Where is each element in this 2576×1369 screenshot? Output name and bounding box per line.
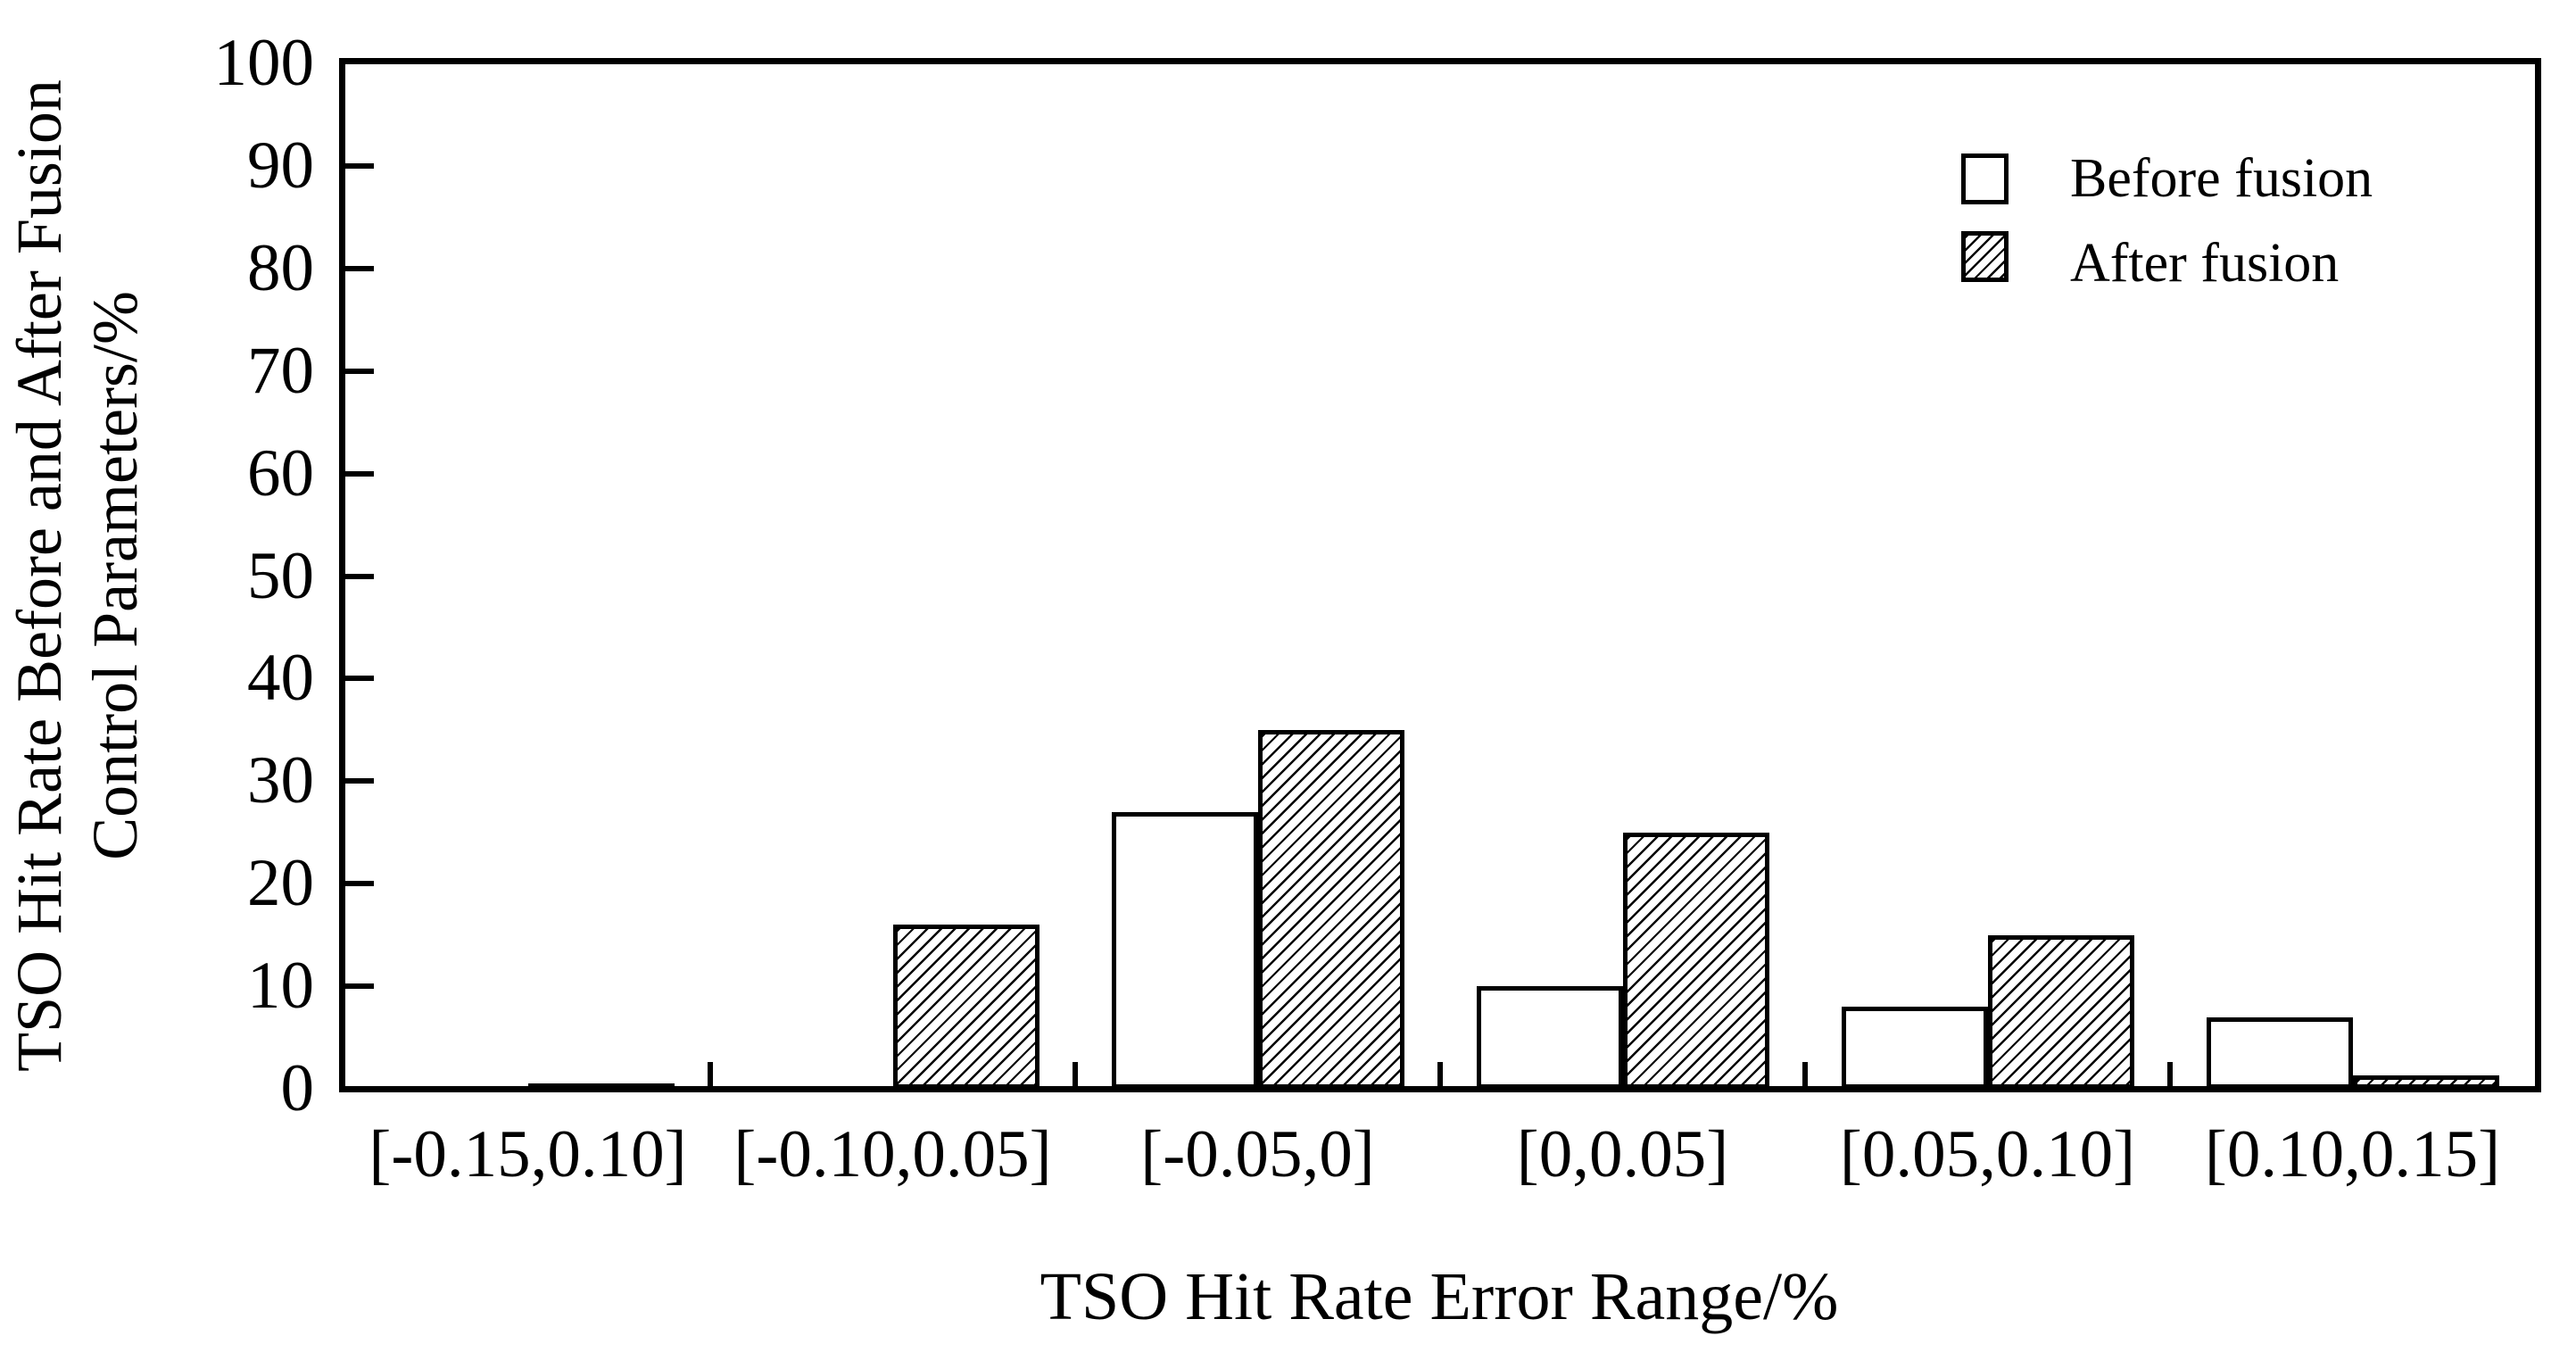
legend-label-before-fusion: Before fusion [2070,148,2373,209]
legend-swatch-after-fusion [1961,231,2009,282]
x-tick-mark [2167,1062,2173,1089]
y-tick-label: 40 [247,641,314,716]
legend-swatch-before-fusion [1961,153,2009,204]
y-axis-title: TSO Hit Rate Before and After Fusion Con… [2,0,155,1174]
y-tick-label: 20 [247,846,314,921]
y-tick-label: 50 [247,538,314,613]
y-tick-mark [345,676,374,682]
y-tick-label: 30 [247,743,314,818]
bar-before-fusion-3 [1477,986,1623,1089]
x-tick-mark [708,1062,713,1089]
y-tick-mark [345,778,374,784]
bar-after-fusion-5 [2353,1075,2499,1089]
y-tick-mark [345,573,374,579]
x-tick-label: [0.10,0.15] [2204,1117,2501,1191]
y-tick-mark [345,470,374,477]
x-tick-label: [-0.10,0.05] [733,1117,1052,1191]
y-tick-label: 90 [247,128,314,203]
y-tick-mark [345,368,374,374]
y-tick-label: 0 [280,1051,315,1125]
x-tick-label: [-0.05,0] [1140,1117,1375,1191]
bar-after-fusion-0 [528,1083,675,1092]
bar-before-fusion-5 [2207,1017,2353,1089]
bar-after-fusion-3 [1623,833,1769,1089]
y-tick-label: 100 [213,26,315,100]
x-tick-mark [1437,1062,1443,1089]
x-tick-mark [1802,1062,1808,1089]
bar-after-fusion-1 [893,925,1040,1089]
x-tick-label: [-0.15,0.10] [369,1117,687,1191]
y-tick-mark [345,881,374,887]
y-tick-label: 60 [247,436,314,510]
y-axis-title-line2: Control Parameters/% [79,291,151,860]
y-tick-mark [345,265,374,271]
y-tick-mark [345,983,374,990]
y-tick-label: 10 [247,949,314,1024]
bar-before-fusion-2 [1112,812,1258,1089]
x-tick-label: [0,0.05] [1516,1117,1729,1191]
y-tick-mark [345,162,374,169]
bar-after-fusion-4 [1988,935,2134,1089]
x-tick-label: [0.05,0.10] [1839,1117,2136,1191]
plot-area [339,58,2541,1092]
x-axis-title: TSO Hit Rate Error Range/% [1040,1259,1839,1334]
legend-label-after-fusion: After fusion [2070,233,2340,294]
x-tick-mark [1073,1062,1078,1089]
bar-before-fusion-4 [1842,1007,1988,1089]
y-axis-title-line1: TSO Hit Rate Before and After Fusion [4,79,75,1072]
y-tick-label: 80 [247,230,314,305]
bar-after-fusion-2 [1258,730,1404,1089]
y-tick-label: 70 [247,333,314,408]
